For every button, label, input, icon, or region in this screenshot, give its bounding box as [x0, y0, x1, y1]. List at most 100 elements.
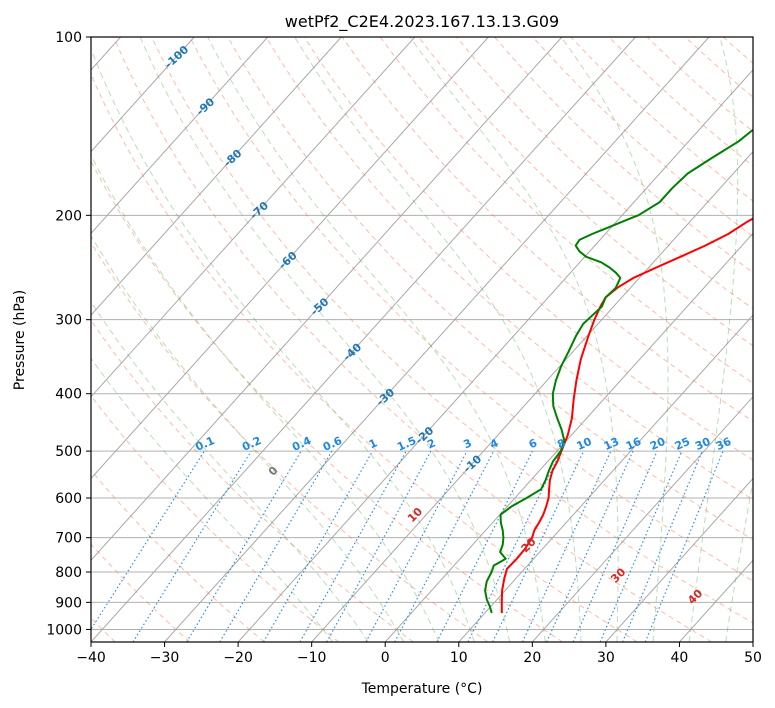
dry-adiabat-line	[91, 543, 191, 642]
mixing-ratio-label: 1	[367, 436, 379, 451]
mixing-ratio-label: 4	[488, 436, 501, 451]
mixing-ratio-line	[644, 450, 724, 642]
y-tick-label: 700	[55, 531, 82, 547]
mixing-ratio-label: 25	[673, 435, 692, 453]
x-tick-label: 50	[744, 650, 762, 666]
mixing-ratio-label: 6	[527, 436, 540, 451]
mixing-ratio-line	[546, 450, 634, 642]
isotherm-line	[91, 37, 195, 153]
dry-adiabat-line	[646, 37, 753, 133]
isotherm-line	[91, 37, 636, 642]
dry-adiabat-line	[303, 37, 753, 461]
mixing-ratio-line	[132, 450, 252, 642]
dry-adiabat-line	[91, 469, 265, 642]
y-axis-label: Pressure (hPa)	[12, 290, 28, 390]
mixing-ratio-line	[91, 450, 205, 631]
isotherm-line	[91, 37, 563, 562]
dry-adiabat-line	[91, 73, 638, 642]
chart-title: wetPf2_C2E4.2023.167.13.13.G09	[285, 12, 559, 32]
mixing-ratio-line	[599, 450, 683, 642]
x-tick-label: 40	[671, 650, 689, 666]
y-tick-label: 200	[55, 208, 82, 224]
mixing-ratio-line	[365, 450, 468, 642]
moist-adiabat-line	[91, 357, 334, 642]
dry-adiabat-line	[761, 37, 775, 642]
isotherm-line	[458, 314, 753, 642]
mixing-ratio-line	[263, 450, 373, 642]
mixing-ratio-line	[572, 450, 658, 642]
dry-adiabat-line	[532, 37, 753, 238]
wetbulb-label: 10	[405, 505, 425, 525]
moist-adiabat-line	[91, 300, 369, 642]
wetbulb-label: 0	[266, 464, 281, 479]
dry-adiabat-line	[494, 37, 753, 274]
x-tick-label: 30	[597, 650, 615, 666]
x-tick-label: −30	[150, 650, 180, 666]
y-tick-label: 500	[55, 444, 82, 460]
mixing-ratio-line	[299, 450, 407, 642]
isotherm-line	[605, 477, 753, 642]
moist-adiabat-line	[139, 37, 511, 642]
moist-adiabat-line	[91, 234, 405, 642]
dry-adiabat-line	[113, 37, 713, 642]
dry-adiabat-line	[189, 37, 753, 582]
dry-adiabat-line	[91, 319, 414, 642]
moist-adiabat-line	[91, 154, 440, 642]
isotherm-label: -100	[162, 43, 191, 71]
mixing-ratio-line	[326, 450, 432, 642]
x-tick-label: 20	[523, 650, 541, 666]
dry-adiabat-line	[91, 241, 489, 642]
plot-frame	[90, 36, 754, 643]
mixing-ratio-line	[622, 450, 703, 642]
isotherm-line	[91, 37, 342, 316]
mixing-ratio-line	[521, 450, 612, 642]
x-tick-label: 10	[450, 650, 468, 666]
dry-adiabat-line	[418, 37, 753, 347]
moist-adiabat-line	[207, 37, 546, 642]
y-tick-label: 400	[55, 387, 82, 403]
dewpoint-line	[484, 128, 753, 614]
dry-adiabat-line	[227, 37, 753, 541]
x-tick-label: 0	[381, 650, 390, 666]
mixing-ratio-line	[394, 450, 495, 642]
mixing-ratio-line	[492, 450, 585, 642]
mixing-ratio-label: 10	[575, 435, 595, 453]
dry-adiabat-line	[684, 37, 753, 98]
mixing-ratio-label: 20	[648, 435, 668, 453]
isotherm-line	[384, 232, 753, 642]
wetbulb-label: 40	[685, 587, 705, 607]
dry-adiabat-line	[151, 37, 753, 624]
x-axis-label: Temperature (°C)	[361, 681, 483, 697]
isotherm-line	[237, 69, 753, 642]
dry-adiabat-line	[91, 160, 563, 642]
moist-adiabat-line	[560, 37, 669, 642]
isotherm-line	[752, 641, 753, 642]
dry-adiabat-line	[379, 37, 753, 384]
moist-adiabat-line	[688, 37, 739, 642]
dry-adiabat-line	[341, 37, 753, 422]
mixing-ratio-label: 36	[714, 435, 734, 453]
moist-adiabat-line	[409, 37, 619, 642]
mixing-ratio-label: 30	[693, 435, 713, 453]
isotherm-line	[164, 37, 710, 642]
mixing-ratio-line	[186, 450, 302, 642]
x-tick-label: −10	[297, 650, 327, 666]
dry-adiabat-line	[91, 395, 340, 642]
temperature-line	[500, 217, 753, 614]
y-tick-label: 1000	[46, 622, 82, 638]
mixing-ratio-label: 3	[461, 436, 473, 451]
isotherm-line	[91, 37, 269, 235]
x-tick-label: −20	[223, 650, 253, 666]
isotherm-line	[91, 37, 489, 480]
mixing-ratio-label: 16	[624, 435, 644, 453]
dry-adiabat-line	[265, 37, 753, 501]
y-tick-label: 600	[55, 491, 82, 507]
mixing-ratio-line	[467, 450, 562, 642]
y-tick-label: 900	[55, 595, 82, 611]
x-tick-label: −40	[76, 650, 106, 666]
y-tick-label: 100	[55, 30, 82, 46]
y-tick-label: 800	[55, 565, 82, 581]
y-tick-label: 300	[55, 313, 82, 329]
